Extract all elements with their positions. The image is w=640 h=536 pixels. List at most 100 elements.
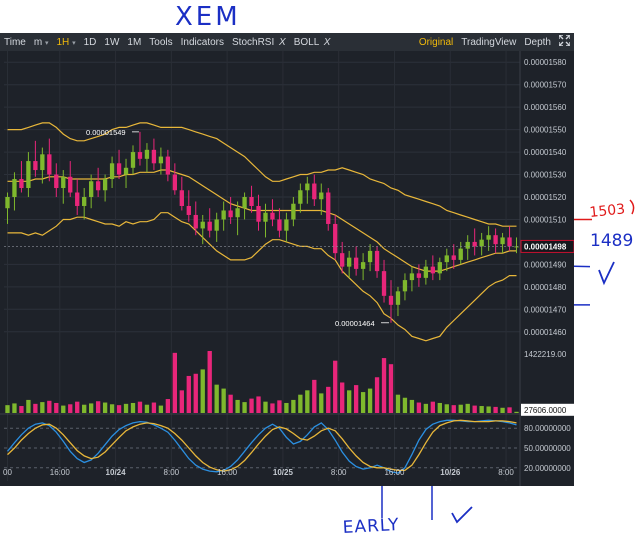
candle-body bbox=[61, 176, 66, 189]
price-tick-label: 0.00001490 bbox=[524, 260, 567, 269]
interval-minute-label: m bbox=[33, 36, 43, 48]
time-tick-label: 10/24 bbox=[106, 468, 127, 477]
chevron-down-icon: ▾ bbox=[44, 39, 49, 47]
volume-bar bbox=[486, 406, 491, 413]
stoch-tick-label: 50.00000000 bbox=[524, 444, 571, 453]
handwritten-early-label: EARLY bbox=[342, 515, 400, 536]
candle-body bbox=[507, 237, 512, 247]
volume-bar bbox=[493, 406, 498, 413]
tools-menu[interactable]: Tools bbox=[149, 36, 173, 48]
volume-bar bbox=[89, 403, 94, 413]
volume-bar bbox=[500, 407, 505, 413]
volume-bar bbox=[284, 402, 289, 413]
volume-bar bbox=[388, 364, 394, 413]
interval-1d-button[interactable]: 1D bbox=[83, 36, 97, 48]
boll-label: BOLL bbox=[293, 36, 319, 48]
boll-indicator-chip: BOLL X bbox=[290, 37, 335, 48]
candle-body bbox=[416, 273, 422, 278]
candle-body bbox=[249, 197, 254, 206]
candle-body bbox=[486, 235, 491, 240]
candle-body bbox=[360, 262, 366, 269]
price-tick-label: 0.00001540 bbox=[524, 148, 567, 157]
volume-bar bbox=[186, 375, 191, 413]
view-depth-tab[interactable]: Depth bbox=[524, 36, 551, 48]
candle-body bbox=[277, 219, 282, 231]
candle-body bbox=[353, 257, 359, 269]
interval-1h-dropdown[interactable]: 1H ▾ bbox=[53, 37, 80, 48]
volume-bar bbox=[479, 406, 484, 413]
volume-bar bbox=[402, 397, 408, 413]
volume-bar bbox=[326, 386, 331, 413]
candle-body bbox=[40, 154, 45, 171]
candle-body bbox=[89, 181, 94, 197]
candle-body bbox=[388, 295, 394, 305]
handwritten-bracket bbox=[629, 199, 635, 215]
interval-1w-button[interactable]: 1W bbox=[104, 36, 120, 48]
candle-body bbox=[319, 192, 324, 200]
current-price-label: 0.00001498 bbox=[524, 242, 567, 251]
interval-1h-label: 1H bbox=[56, 36, 70, 48]
view-tradingview-tab[interactable]: TradingView bbox=[461, 36, 517, 48]
volume-bar bbox=[381, 358, 387, 413]
interval-minute-dropdown[interactable]: m ▾ bbox=[30, 37, 53, 48]
candle-body bbox=[235, 208, 240, 218]
candle-body bbox=[479, 239, 484, 247]
candle-body bbox=[451, 255, 456, 260]
candle-body bbox=[165, 156, 171, 175]
close-boll-icon[interactable]: X bbox=[323, 36, 331, 48]
time-tick-label: 00 bbox=[3, 468, 12, 477]
volume-bar bbox=[305, 390, 310, 413]
candle-body bbox=[102, 179, 108, 191]
volume-bar bbox=[277, 400, 282, 413]
candle-body bbox=[144, 149, 150, 159]
candle-body bbox=[54, 174, 59, 189]
candle-body bbox=[305, 183, 310, 191]
candle-body bbox=[514, 246, 519, 248]
price-tick-label: 0.00001560 bbox=[524, 103, 567, 112]
volume-bar bbox=[472, 405, 477, 413]
candle-body bbox=[158, 156, 164, 164]
candle-body bbox=[186, 205, 191, 215]
expand-icon[interactable] bbox=[555, 34, 574, 49]
volume-bar bbox=[409, 399, 415, 413]
time-tick-label: 16:00 bbox=[50, 468, 71, 477]
volume-bar bbox=[40, 402, 45, 413]
candle-body bbox=[395, 291, 401, 305]
close-stochrsi-icon[interactable]: X bbox=[279, 36, 286, 48]
volume-bar bbox=[298, 394, 303, 413]
indicators-menu[interactable]: Indicators bbox=[180, 36, 225, 48]
candle-body bbox=[75, 192, 80, 206]
volume-max-label: 1422219.00 bbox=[524, 350, 567, 359]
volume-bar bbox=[82, 404, 87, 413]
candle-body bbox=[333, 223, 338, 254]
volume-bar bbox=[312, 379, 317, 413]
volume-bar bbox=[360, 392, 366, 413]
volume-bar bbox=[54, 402, 59, 413]
volume-bar bbox=[193, 373, 198, 413]
volume-bar bbox=[291, 399, 296, 413]
volume-bar bbox=[68, 404, 73, 413]
volume-bar bbox=[47, 400, 52, 413]
candle-body bbox=[19, 179, 24, 189]
volume-bar bbox=[319, 393, 324, 413]
time-tick-label: 8:00 bbox=[331, 468, 347, 477]
candle-body bbox=[228, 210, 233, 218]
candle-body bbox=[270, 212, 275, 220]
volume-bar bbox=[465, 403, 470, 413]
price-tick-label: 0.00001510 bbox=[524, 215, 567, 224]
handwritten-price-1489: 1489 bbox=[590, 231, 633, 251]
candle-body bbox=[109, 163, 115, 180]
candle-body bbox=[95, 181, 101, 191]
candle-body bbox=[284, 219, 289, 231]
view-original-tab[interactable]: Original bbox=[418, 36, 454, 48]
candle-body bbox=[12, 179, 17, 197]
volume-bar bbox=[437, 402, 442, 413]
candle-body bbox=[423, 266, 429, 278]
chart-window: Time m ▾ 1H ▾ 1D 1W 1M Tools Indicators … bbox=[0, 33, 574, 486]
candle-body bbox=[116, 163, 122, 175]
candle-body bbox=[207, 221, 212, 231]
price-tick-label: 0.00001550 bbox=[524, 126, 567, 135]
price-tick-label: 0.00001570 bbox=[524, 81, 567, 90]
time-tick-label: 8:00 bbox=[164, 468, 180, 477]
interval-1month-button[interactable]: 1M bbox=[127, 36, 142, 48]
